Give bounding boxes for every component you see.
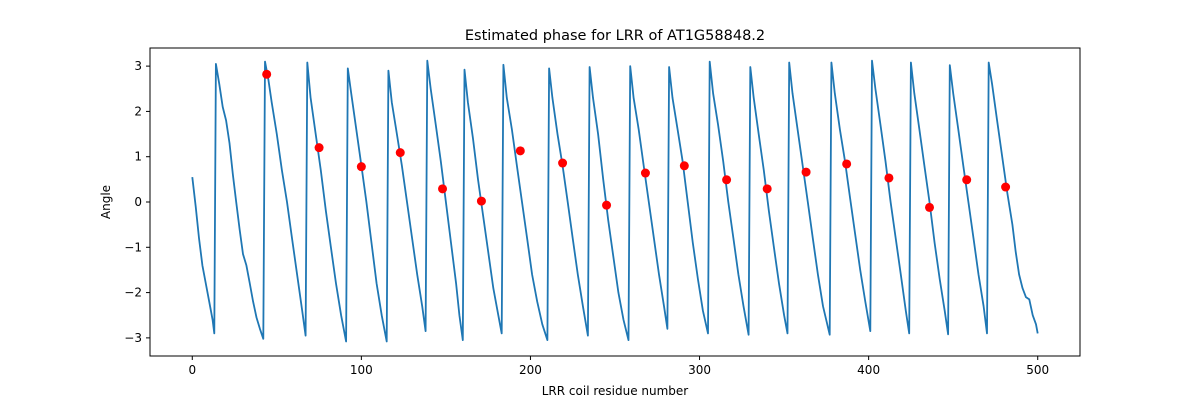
phase-marker: [640, 168, 650, 178]
phase-marker: [762, 184, 772, 194]
phase-marker: [962, 175, 972, 185]
phase-line: [191, 59, 1039, 343]
phase-marker: [356, 162, 366, 172]
y-tick-label: 3: [134, 59, 142, 73]
phase-marker: [515, 146, 525, 156]
x-tick-label: 0: [188, 363, 196, 377]
y-tick-label: −2: [124, 286, 142, 300]
x-tick-label: 100: [350, 363, 373, 377]
chart-title: Estimated phase for LRR of AT1G58848.2: [465, 28, 765, 44]
phase-marker: [558, 158, 568, 168]
y-tick-label: 2: [134, 104, 142, 118]
phase-marker: [722, 175, 732, 185]
phase-marker: [476, 196, 486, 206]
y-tick-label: −3: [124, 331, 142, 345]
plot-area: 0 100 200 300 400 500 −3 −2 −1 0 1 2 3: [124, 47, 1081, 377]
phase-marker: [314, 143, 324, 153]
x-tick-label: 400: [857, 363, 880, 377]
phase-marker: [602, 200, 612, 210]
x-tick-label: 200: [519, 363, 542, 377]
y-tick-label: 1: [134, 150, 142, 164]
phase-marker: [395, 148, 405, 158]
y-tick-label: 0: [134, 195, 142, 209]
y-axis-label: Angle: [99, 185, 113, 219]
phase-marker: [679, 161, 689, 171]
phase-marker: [842, 159, 852, 169]
phase-marker: [1001, 182, 1011, 192]
phase-marker: [801, 167, 811, 177]
x-tick-label: 500: [1026, 363, 1049, 377]
axes-frame: [149, 47, 1081, 357]
phase-marker: [884, 173, 894, 183]
y-tick-label: −1: [124, 240, 142, 254]
x-axis-label: LRR coil residue number: [542, 384, 689, 398]
phase-marker: [925, 202, 935, 212]
phase-marker: [262, 69, 272, 79]
x-tick-label: 300: [688, 363, 711, 377]
phase-marker: [438, 184, 448, 194]
